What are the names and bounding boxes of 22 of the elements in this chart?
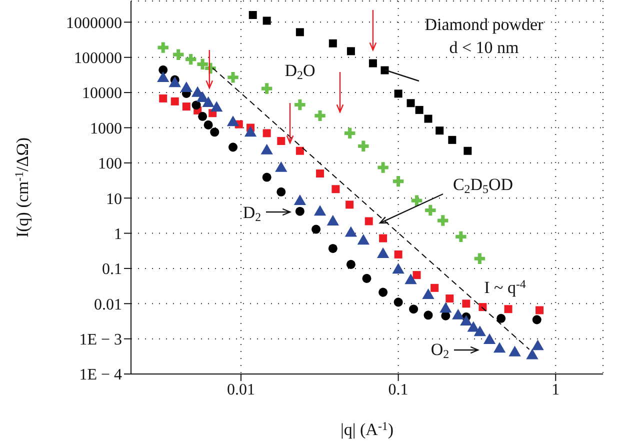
text: Diamond powder: [424, 15, 544, 34]
y-tick-label: 10000: [82, 85, 122, 102]
y-tick-label: 100000: [74, 50, 122, 68]
series-label: D$_{2}$O: [284, 61, 316, 82]
y-tick-label: 0.1: [102, 261, 122, 278]
x-axis-title: |q| (A$^{-1}$): [340, 419, 394, 439]
y-tick-label: 1000000: [66, 14, 122, 32]
y-tick-label: 1E − 3: [79, 332, 122, 348]
annotation: d < 10 nm: [449, 38, 519, 57]
x-tick-label: 0.1: [388, 381, 408, 398]
series-label: I ~ q$^{-4}$: [484, 277, 526, 297]
y-tick-label: 1000: [90, 120, 122, 138]
series-label: O$_{2}$: [430, 340, 450, 361]
y-tick-label: 10: [106, 190, 122, 208]
series-label: D$_{2}$: [242, 203, 262, 224]
y-tick-label: 0.01: [94, 296, 122, 314]
text: C$_{2}$D$_{5}$OD: [452, 175, 514, 196]
x-tick-label: 1: [552, 381, 560, 398]
x-tick-label: 0.01: [226, 381, 255, 398]
y-tick-label: 1E − 4: [79, 366, 122, 384]
y-tick-label: 1: [114, 226, 122, 243]
y-tick-label: 100: [98, 156, 122, 173]
